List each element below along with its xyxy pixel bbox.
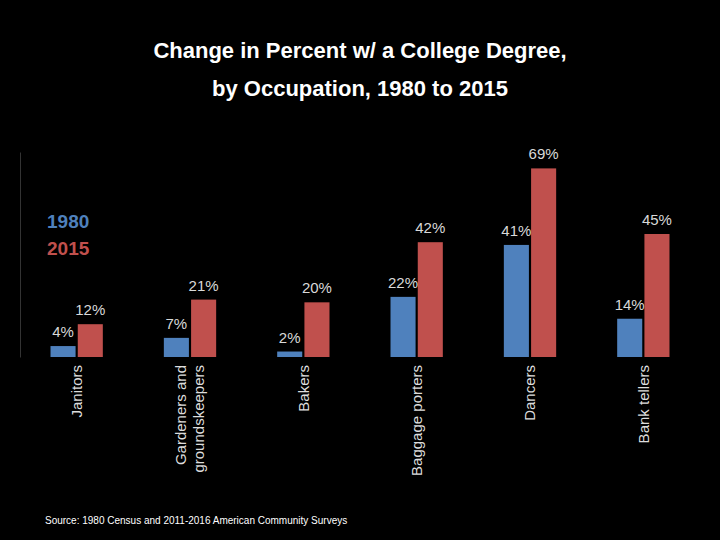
bar (531, 168, 556, 357)
y-axis-line (20, 153, 21, 358)
data-label: 42% (415, 219, 445, 236)
data-label: 4% (52, 323, 74, 340)
bar (277, 352, 302, 357)
bar (644, 234, 669, 357)
bars (51, 168, 670, 357)
x-tick-label: Baggage porters (408, 365, 425, 476)
data-label: 2% (279, 329, 301, 346)
bar (504, 245, 529, 357)
bar (304, 302, 329, 357)
legend-entry: 2015 (47, 238, 90, 259)
x-tick-label: Bakers (295, 365, 312, 412)
data-label: 69% (529, 145, 559, 162)
x-tick-label: Janitors (68, 365, 85, 418)
data-label: 20% (302, 279, 332, 296)
data-label: 14% (615, 296, 645, 313)
bar (418, 242, 443, 357)
data-label: 21% (189, 277, 219, 294)
chart: Change in Percent w/ a College Degree,by… (0, 0, 720, 540)
legend-entry: 1980 (47, 211, 89, 232)
x-tick: Janitors (68, 357, 85, 418)
chart-title: Change in Percent w/ a College Degree,by… (153, 38, 566, 101)
data-label: 22% (388, 274, 418, 291)
x-tick: Gardeners andgroundskeepers (172, 357, 207, 473)
bar (617, 319, 642, 357)
x-tick: Bank tellers (635, 357, 652, 443)
x-tick: Dancers (521, 357, 538, 421)
data-label: 7% (166, 315, 188, 332)
x-tick-label: Bank tellers (635, 365, 652, 443)
data-labels: 4% 7% 2% 22% 41% 14% 12% 21% 20% 42% 69% 45% (52, 145, 672, 345)
x-tick-label: Dancers (521, 365, 538, 421)
bar (164, 338, 189, 357)
bar (78, 324, 103, 357)
bar (51, 346, 76, 357)
x-tick: Bakers (295, 357, 312, 412)
x-tick: Baggage porters (408, 357, 425, 476)
bar (191, 300, 216, 357)
x-tick-label: Gardeners andgroundskeepers (172, 365, 207, 473)
x-axis: Janitors Gardeners andgroundskeepers Baker… (68, 357, 652, 476)
data-label: 45% (642, 211, 672, 228)
bar (391, 297, 416, 357)
source-note: Source: 1980 Census and 2011-2016 Americ… (45, 515, 347, 526)
data-label: 12% (75, 301, 105, 318)
data-label: 41% (501, 222, 531, 239)
background (0, 0, 720, 540)
y-axis (20, 153, 21, 358)
legend: 1980 2015 (47, 211, 90, 259)
